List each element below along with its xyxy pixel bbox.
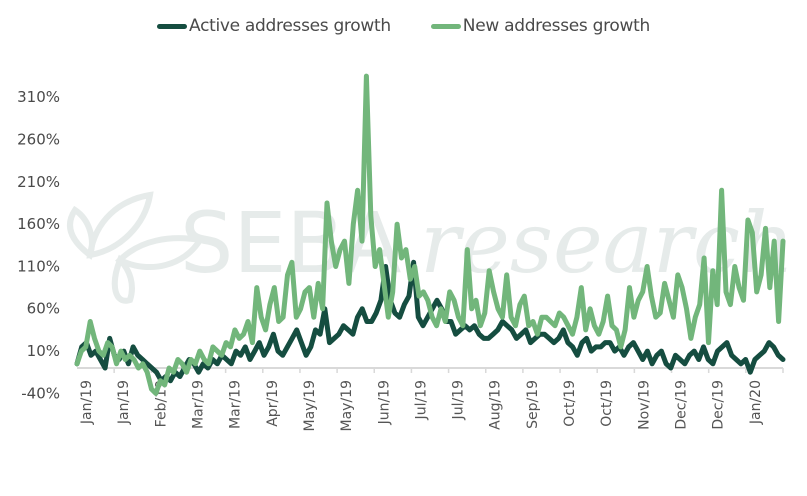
x-tick-label: Mar/19 (190, 380, 206, 429)
y-tick-label: 60% (27, 300, 60, 318)
x-tick-label: Aug/19 (488, 380, 504, 430)
x-tick-label: Nov/19 (636, 380, 652, 430)
legend-label-new: New addresses growth (462, 16, 650, 36)
seba-logo-icon (67, 191, 205, 304)
legend-swatch-active (157, 23, 188, 29)
x-tick-label: Apr/19 (265, 380, 281, 427)
y-tick-label: 10% (27, 342, 60, 360)
x-tick-label: Jul/19 (451, 380, 467, 420)
x-tick-label: Dec/19 (711, 380, 727, 430)
x-tick-label: Oct/19 (562, 380, 578, 427)
series-group (74, 73, 786, 396)
x-tick-label: Sep/19 (525, 380, 541, 429)
x-tick-label: Oct/19 (599, 380, 615, 427)
x-tick-label: Jan/19 (79, 380, 95, 425)
y-tick-label: -40% (21, 384, 60, 402)
y-tick-label: 260% (17, 131, 60, 149)
y-tick-label: 310% (17, 88, 60, 106)
x-tick-label: Jun/19 (376, 380, 392, 425)
y-tick-label: 110% (17, 257, 60, 275)
legend: Active addresses growth New addresses gr… (0, 16, 807, 36)
watermark: SEBA research (67, 191, 794, 304)
legend-item-new[interactable]: New addresses growth (430, 16, 650, 36)
y-axis: 310% 260% 210% 160% 110% 60% 10% -40% (17, 88, 60, 402)
x-axis: Jan/19 Jan/19 Feb/19 Mar/19 Mar/19 Apr/19 May/… (79, 368, 784, 431)
y-tick-label: 210% (17, 173, 60, 191)
x-tick-label: Dec/19 (674, 380, 690, 430)
x-tick-label: May/19 (339, 380, 355, 431)
y-tick-label: 160% (17, 215, 60, 233)
x-tick-label: May/19 (302, 380, 318, 431)
x-tick-label: Mar/19 (228, 380, 244, 429)
legend-item-active[interactable]: Active addresses growth (157, 16, 391, 36)
x-tick-label: Jan/20 (748, 380, 764, 425)
legend-swatch-new (430, 23, 461, 29)
x-tick-label: Jul/19 (413, 380, 429, 420)
legend-label-active: Active addresses growth (189, 16, 391, 36)
x-tick-label: Jan/19 (116, 380, 132, 425)
series-line-new-addresses (74, 73, 786, 396)
